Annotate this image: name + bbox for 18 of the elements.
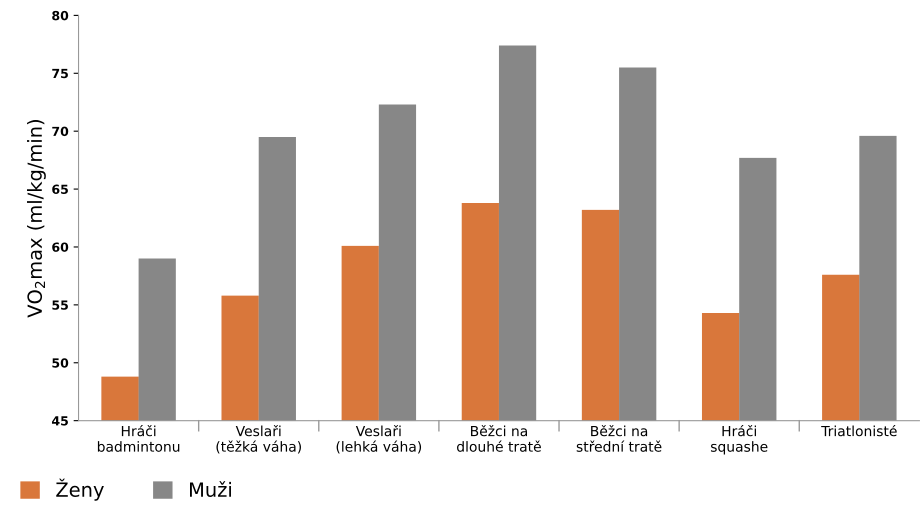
y-tick-label: 45 xyxy=(52,416,68,426)
x-tick-label: Veslaři (těžká váha) xyxy=(216,424,301,454)
legend-label: Muži xyxy=(190,481,231,497)
legend-label: Ženy xyxy=(56,478,104,501)
y-tick-label: 55 xyxy=(52,300,68,310)
x-tick-label: Hráči squashe xyxy=(710,424,768,455)
x-tick-label: Běžci na střední tratě xyxy=(576,424,662,452)
y-tick-label: 50 xyxy=(52,358,68,368)
x-tick-label: Běžci na dlouhé tratě xyxy=(457,424,541,452)
y-tick-label: 60 xyxy=(52,242,68,252)
y-tick-label: 75 xyxy=(52,68,68,78)
x-tick-label: Triatlonisté xyxy=(821,424,897,436)
y-tick-label: 65 xyxy=(52,184,68,194)
x-tick-label: Hráči badmintonu xyxy=(98,424,180,452)
y-tick-label: 80 xyxy=(52,10,68,20)
x-tick-label: Veslaři (lehká váha) xyxy=(336,424,422,454)
y-tick-label: 70 xyxy=(52,126,68,136)
y-axis-title: VO$_{2}$max (ml/kg/min) xyxy=(27,120,46,318)
